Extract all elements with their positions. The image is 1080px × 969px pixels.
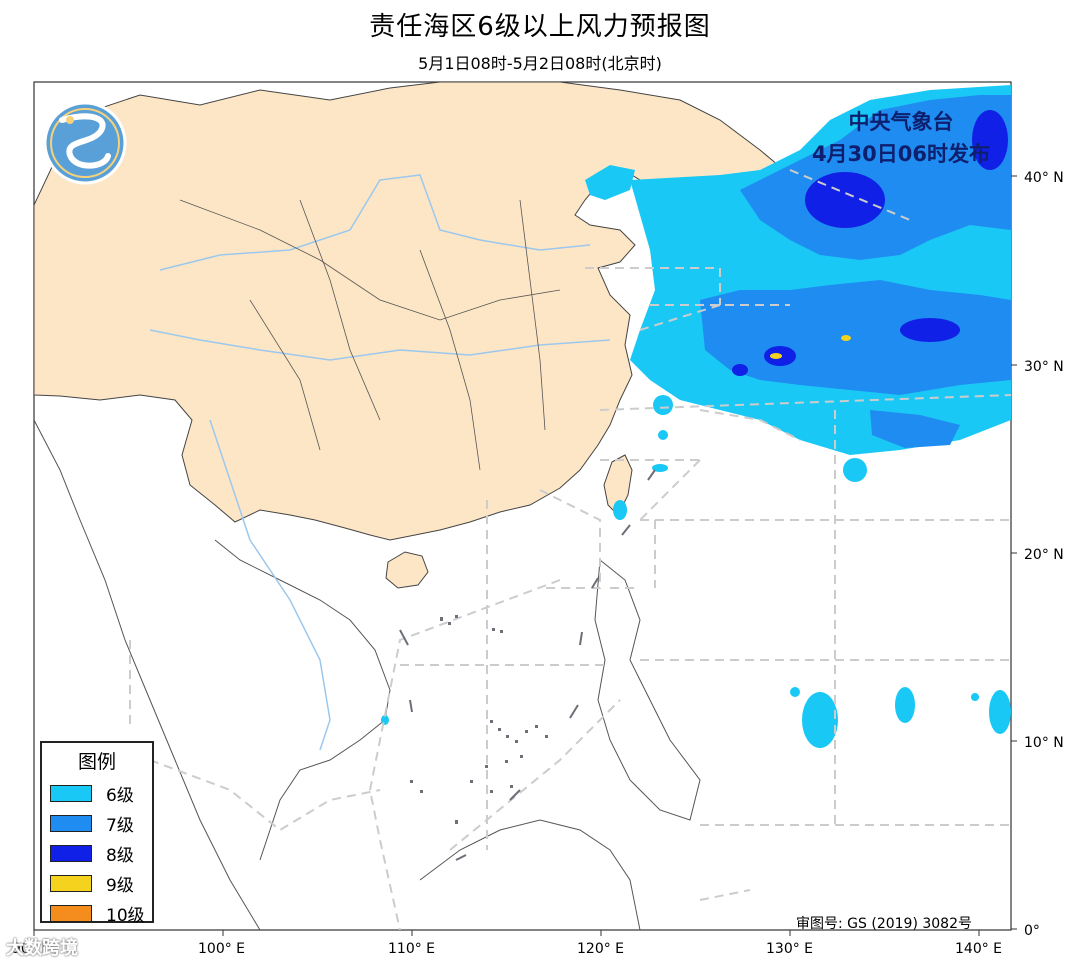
- lon-label-130: 130° E: [766, 941, 813, 957]
- approval-number: 审图号: GS (2019) 3082号: [796, 916, 972, 932]
- issue-time: 4月30日06时发布: [811, 142, 990, 166]
- lon-label-110: 110° E: [388, 941, 435, 957]
- legend-item: 6级: [42, 778, 152, 808]
- sea-zone-boundaries: [129, 169, 1011, 930]
- lat-label-40: 40° N: [1024, 170, 1064, 186]
- hainan-island: [385, 551, 429, 589]
- legend-swatch-9: [50, 874, 92, 892]
- legend-label: 6级: [106, 785, 134, 806]
- legend-swatch-10: [50, 904, 92, 922]
- legend: 图例 6级 7级 8级 9级 10级: [40, 741, 154, 926]
- legend-label: 10级: [106, 905, 145, 926]
- watermark: 大数跨境: [6, 938, 78, 959]
- river-yangtze: [149, 329, 611, 361]
- lon-label-100: 100° E: [198, 941, 245, 957]
- wind-zones-level8: [732, 110, 1008, 376]
- lat-label-10: 10° N: [1024, 735, 1064, 751]
- legend-label: 8级: [106, 845, 134, 866]
- legend-item: 8级: [42, 838, 152, 868]
- axis-ticks: [33, 175, 1017, 936]
- legend-item: 7级: [42, 808, 152, 838]
- river-yellow: [159, 174, 591, 271]
- river-mekong: [209, 419, 331, 751]
- legend-item: 9级: [42, 868, 152, 898]
- legend-item: 10级: [42, 898, 152, 928]
- philippines-outline: [594, 559, 701, 821]
- south-china-sea-islands: [410, 615, 548, 824]
- lat-label-20: 20° N: [1024, 547, 1064, 563]
- map-title: 责任海区6级以上风力预报图: [369, 12, 711, 42]
- legend-label: 7级: [106, 815, 134, 836]
- legend-swatch-6: [50, 784, 92, 802]
- lat-label-0: 0°: [1024, 923, 1040, 939]
- province-boundaries: [179, 199, 561, 471]
- lon-label-90: 90° E: [12, 941, 50, 957]
- lon-label-120: 120° E: [577, 941, 624, 957]
- indochina-outline: [34, 419, 391, 930]
- wind-zones-level9: [770, 335, 851, 359]
- cma-logo: [43, 101, 127, 185]
- lat-label-30: 30° N: [1024, 359, 1064, 375]
- wind-zones-level7: [700, 95, 1011, 448]
- lon-label-140: 140° E: [955, 941, 1002, 957]
- legend-title: 图例: [77, 751, 116, 773]
- legend-swatch-8: [50, 844, 92, 862]
- issuer-name: 中央气象台: [848, 110, 954, 134]
- axis-labels: 90° E 100° E 110° E 120° E 130° E 140° E…: [12, 170, 1064, 957]
- borneo-outline: [419, 819, 641, 930]
- legend-label: 9级: [106, 875, 134, 896]
- legend-swatch-7: [50, 814, 92, 832]
- issuer-label: 中央气象台 4月30日06时发布: [812, 106, 990, 170]
- dash-line-segments: [399, 469, 656, 861]
- map-subtitle: 5月1日08时-5月2日08时(北京时): [418, 54, 662, 73]
